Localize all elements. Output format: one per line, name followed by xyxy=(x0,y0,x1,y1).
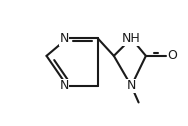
Text: O: O xyxy=(168,49,178,62)
Text: N: N xyxy=(59,80,69,92)
Text: NH: NH xyxy=(122,32,141,45)
Text: N: N xyxy=(59,32,69,45)
Text: N: N xyxy=(127,80,136,92)
